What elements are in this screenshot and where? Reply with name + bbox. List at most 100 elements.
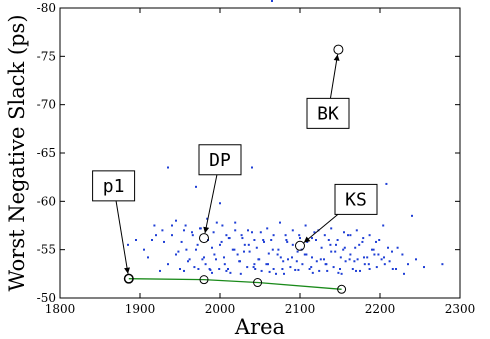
scatter-point xyxy=(255,246,258,249)
scatter-point xyxy=(336,239,339,241)
scatter-point xyxy=(320,246,323,249)
scatter-point xyxy=(362,237,365,240)
scatter-point xyxy=(363,263,366,266)
scatter-point xyxy=(347,234,349,237)
scatter-point xyxy=(233,248,236,251)
scatter-point xyxy=(199,227,202,230)
pareto-marker xyxy=(199,275,209,285)
scatter-point xyxy=(407,263,409,266)
scatter-point xyxy=(263,240,265,243)
scatter-point xyxy=(281,268,284,270)
scatter-point xyxy=(275,272,277,275)
scatter-point xyxy=(373,253,376,256)
scatter-point xyxy=(318,269,321,272)
scatter-point xyxy=(234,221,237,224)
scatter-point xyxy=(272,268,275,270)
scatter-point xyxy=(356,258,359,261)
scatter-point xyxy=(349,234,352,237)
scatter-point xyxy=(348,258,351,261)
scatter-point xyxy=(315,260,318,263)
pareto-line xyxy=(128,278,342,290)
scatter-point xyxy=(368,268,371,270)
scatter-point xyxy=(195,248,197,251)
scatter-point xyxy=(191,231,193,234)
scatter-point xyxy=(259,231,262,234)
scatter-point xyxy=(236,253,239,256)
scatter-point xyxy=(203,256,205,259)
annotation-arrowhead xyxy=(303,236,311,243)
scatter-point xyxy=(388,260,391,263)
scatter-point xyxy=(358,243,361,246)
scatter-point xyxy=(305,253,308,256)
scatter-point xyxy=(180,240,183,243)
scatter-point xyxy=(337,271,340,274)
scatter-point xyxy=(375,266,378,269)
scatter-point xyxy=(211,271,213,274)
scatter-point xyxy=(301,263,304,266)
annotation-label-ks: KS xyxy=(345,189,367,210)
scatter-point xyxy=(391,268,394,270)
scatter-point xyxy=(383,256,385,259)
scatter-point xyxy=(332,266,335,269)
scatter-point xyxy=(395,268,397,270)
scatter-point xyxy=(385,182,388,185)
scatter-point xyxy=(227,237,230,240)
x-tick-label: 1900 xyxy=(125,302,156,316)
scatter-point xyxy=(246,266,249,269)
y-tick-label: -50 xyxy=(37,291,56,305)
scatter-point xyxy=(163,240,165,243)
scatter-points xyxy=(127,0,444,275)
scatter-point xyxy=(361,240,364,243)
scatter-point xyxy=(266,227,269,230)
scatter-point xyxy=(291,256,293,259)
scatter-point xyxy=(238,260,241,263)
scatter-point xyxy=(342,248,345,251)
scatter-point xyxy=(177,250,180,253)
y-tick-label: -80 xyxy=(37,1,56,15)
scatter-point xyxy=(171,224,173,227)
scatter-point xyxy=(339,268,341,270)
scatter-point xyxy=(179,268,181,270)
scatter-point xyxy=(265,263,268,266)
scatter-point xyxy=(289,266,292,269)
scatter-point xyxy=(253,263,256,266)
scatter-point xyxy=(253,239,256,241)
scatter-point xyxy=(283,272,285,275)
scatter-point xyxy=(313,231,316,234)
scatter-point xyxy=(171,234,173,237)
scatter-point xyxy=(371,248,373,251)
annotation-target-ks xyxy=(295,240,305,251)
annotation-box-bk xyxy=(306,97,350,129)
x-axis-title: Area xyxy=(234,315,285,339)
annotation-arrow-bk xyxy=(329,54,339,99)
scatter-point xyxy=(311,271,314,274)
scatter-point xyxy=(271,0,273,2)
annotation-box-ks xyxy=(334,183,378,215)
scatter-point xyxy=(375,240,377,243)
scatter-point xyxy=(187,260,189,263)
x-tick-label: 1800 xyxy=(45,302,76,316)
scatter-point xyxy=(196,243,199,246)
scatter-point xyxy=(201,258,204,261)
scatter-point xyxy=(221,224,224,227)
scatter-point xyxy=(276,253,279,256)
scatter-point xyxy=(193,266,196,269)
scatter-point xyxy=(219,243,221,246)
scatter-point xyxy=(344,260,347,263)
scatter-point xyxy=(220,240,223,243)
scatter-point xyxy=(324,263,327,266)
scatter-point xyxy=(252,266,255,269)
scatter-point xyxy=(239,272,242,275)
y-tick-label: -75 xyxy=(37,49,56,63)
annotation-label-bk: BK xyxy=(317,103,339,124)
scatter-point xyxy=(378,239,381,241)
scatter-point xyxy=(254,268,257,270)
scatter-point xyxy=(319,258,322,261)
scatter-point xyxy=(291,243,294,246)
annotation-label-p1: p1 xyxy=(103,176,125,197)
scatter-point xyxy=(272,234,275,237)
y-tick-label: -65 xyxy=(37,146,56,160)
scatter-point xyxy=(366,256,369,259)
scatter-point xyxy=(287,258,289,261)
scatter-point xyxy=(225,269,228,272)
